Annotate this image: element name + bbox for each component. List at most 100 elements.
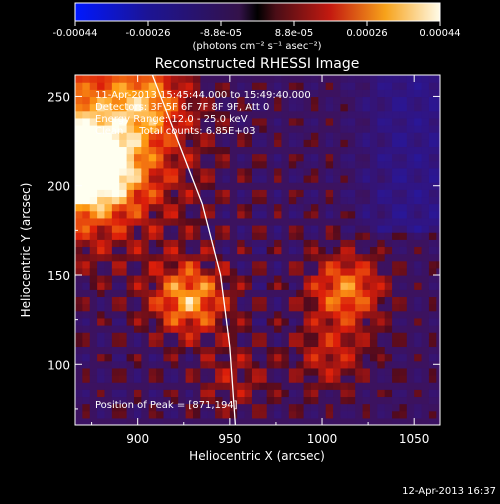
heatmap-cell	[207, 210, 216, 219]
heatmap-cell	[266, 89, 275, 98]
heatmap-cell	[288, 382, 297, 390]
heatmap-cell	[75, 82, 83, 90]
heatmap-cell	[156, 275, 165, 283]
heatmap-cell	[355, 317, 364, 326]
heatmap-cell	[89, 82, 98, 90]
heatmap-cell	[377, 289, 386, 298]
heatmap-cell	[192, 125, 201, 133]
heatmap-cell	[384, 175, 393, 183]
heatmap-cell	[325, 389, 334, 398]
heatmap-cell	[259, 246, 268, 255]
heatmap-cell	[281, 310, 290, 319]
heatmap-cell	[303, 367, 312, 376]
heatmap-cell	[222, 282, 231, 290]
heatmap-cell	[281, 382, 290, 390]
heatmap-cell	[288, 260, 297, 269]
heatmap-cell	[119, 246, 128, 255]
heatmap-cell	[274, 275, 283, 283]
heatmap-cell	[340, 267, 349, 276]
heatmap-cell	[303, 110, 312, 119]
heatmap-cell	[244, 353, 253, 362]
heatmap-cell	[392, 346, 401, 355]
heatmap-cell	[333, 117, 342, 126]
heatmap-cell	[126, 403, 135, 412]
heatmap-cell	[163, 410, 172, 419]
heatmap-cell	[347, 403, 356, 412]
heatmap-cell	[148, 203, 157, 212]
heatmap-cell	[303, 175, 312, 183]
heatmap-cell	[104, 217, 113, 226]
heatmap-cell	[251, 353, 260, 362]
heatmap-cell	[384, 139, 393, 148]
heatmap-cell	[141, 367, 150, 376]
heatmap-cell	[75, 110, 83, 119]
heatmap-cell	[318, 239, 327, 248]
heatmap-cell	[406, 146, 415, 155]
heatmap-cell	[215, 260, 224, 269]
heatmap-cell	[185, 110, 194, 119]
heatmap-cell	[406, 367, 415, 376]
heatmap-cell	[288, 267, 297, 276]
heatmap-cell	[318, 189, 327, 198]
heatmap-cell	[340, 89, 349, 98]
heatmap-cell	[141, 353, 150, 362]
heatmap-cell	[251, 289, 260, 298]
heatmap-cell	[207, 353, 216, 362]
heatmap-cell	[156, 175, 165, 183]
heatmap-cell	[148, 146, 157, 155]
heatmap-cell	[369, 125, 378, 133]
heatmap-cell	[414, 103, 423, 112]
heatmap-cell	[414, 325, 423, 333]
heatmap-cell	[207, 167, 216, 176]
heatmap-cell	[428, 375, 437, 383]
heatmap-cell	[362, 103, 371, 112]
heatmap-cell	[406, 82, 415, 90]
heatmap-cell	[75, 89, 83, 98]
heatmap-cell	[421, 189, 430, 198]
heatmap-cell	[89, 189, 98, 198]
heatmap-cell	[333, 103, 342, 112]
heatmap-cell	[296, 282, 305, 290]
heatmap-cell	[355, 396, 364, 405]
heatmap-cell	[89, 317, 98, 326]
heatmap-cell	[369, 189, 378, 198]
heatmap-cell	[126, 382, 135, 390]
heatmap-cell	[222, 296, 231, 305]
heatmap-cell	[325, 196, 334, 205]
heatmap-cell	[141, 132, 150, 140]
heatmap-cell	[148, 167, 157, 176]
heatmap-cell	[82, 267, 91, 276]
heatmap-cell	[392, 289, 401, 298]
heatmap-cell	[104, 210, 113, 219]
heatmap-cell	[75, 153, 83, 162]
heatmap-cell	[156, 203, 165, 212]
heatmap-cell	[369, 389, 378, 398]
heatmap-cell	[244, 389, 253, 398]
heatmap-cell	[229, 125, 238, 133]
heatmap-cell	[303, 217, 312, 226]
heatmap-cell	[119, 310, 128, 319]
heatmap-cell	[428, 175, 437, 183]
heatmap-cell	[133, 182, 142, 190]
heatmap-cell	[141, 417, 150, 425]
heatmap-cell	[259, 117, 268, 126]
heatmap-cell	[369, 375, 378, 383]
heatmap-cell	[325, 253, 334, 262]
annotation-energy-range: Energy Range: 12.0 - 25.0 keV	[95, 114, 248, 125]
heatmap-cell	[89, 417, 98, 425]
heatmap-cell	[222, 396, 231, 405]
heatmap-cell	[148, 175, 157, 183]
heatmap-cell	[215, 189, 224, 198]
heatmap-cell	[340, 210, 349, 219]
heatmap-cell	[82, 382, 91, 390]
heatmap-cell	[288, 203, 297, 212]
heatmap-cell	[325, 217, 334, 226]
heatmap-cell	[251, 125, 260, 133]
heatmap-cell	[310, 175, 319, 183]
heatmap-cell	[156, 267, 165, 276]
heatmap-cell	[119, 225, 128, 233]
heatmap-cell	[178, 353, 187, 362]
heatmap-cell	[170, 203, 179, 212]
heatmap-cell	[163, 75, 172, 83]
heatmap-cell	[156, 160, 165, 169]
